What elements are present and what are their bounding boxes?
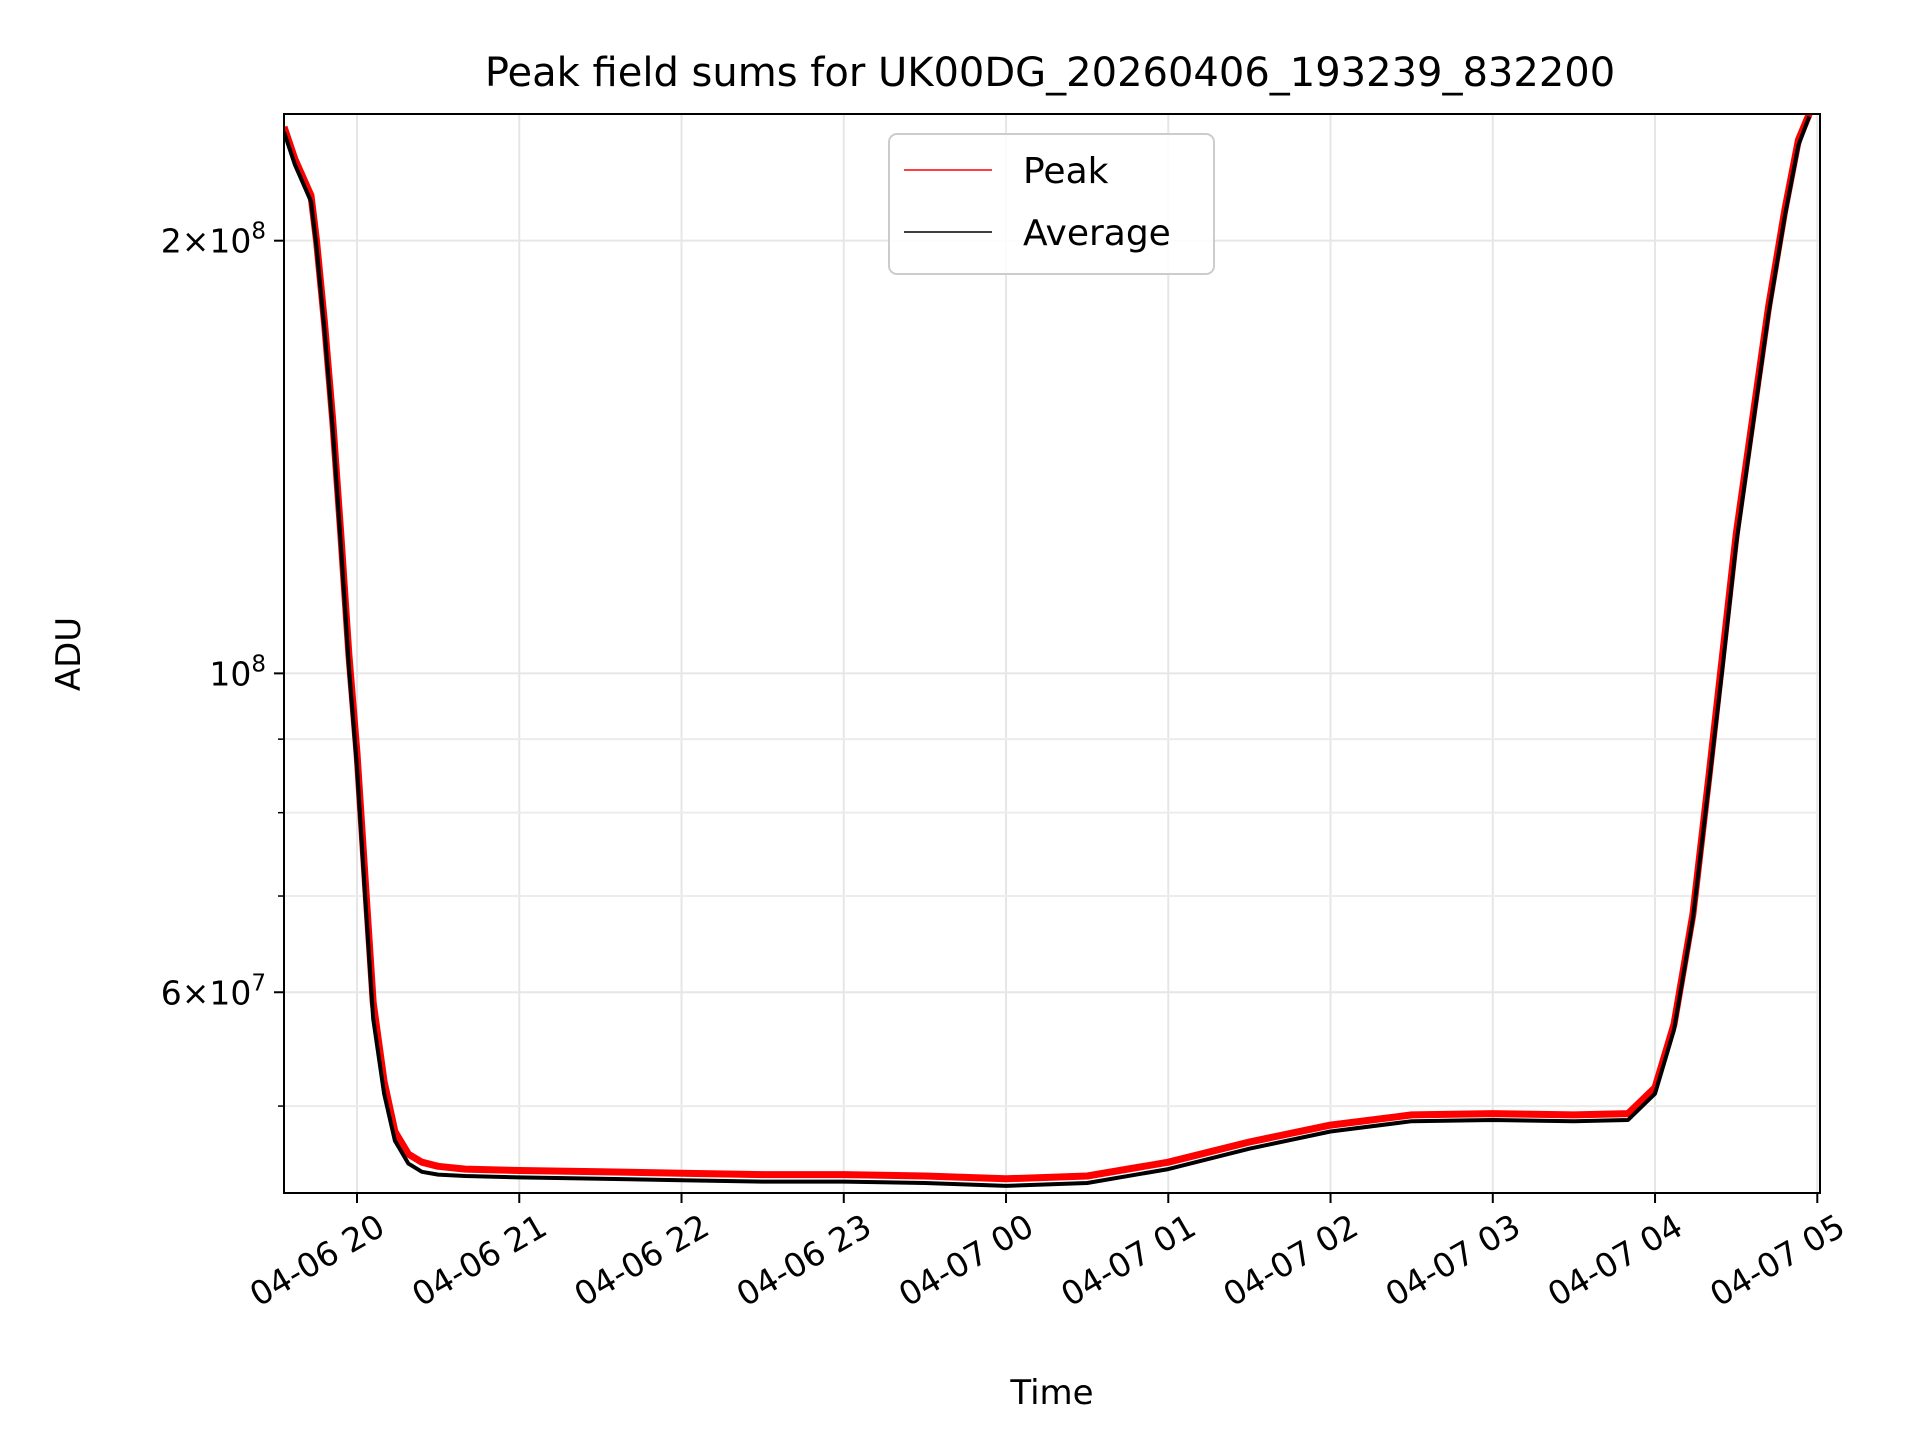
x-axis-label: Time (1009, 1373, 1093, 1413)
series-layer (284, 114, 1813, 1188)
plot-frame (283, 113, 1821, 1194)
y-tick-label: 6×107 (161, 970, 266, 1012)
y-axis-label: ADU (49, 617, 89, 691)
legend-box (888, 133, 1215, 275)
legend-label-peak: Peak (1023, 151, 1109, 192)
y-tick-label: 108 (209, 651, 266, 693)
legend-label-average: Average (1023, 213, 1171, 254)
y-axis: 2×108 108 6×107 (161, 219, 284, 1107)
y-tick-label: 2×108 (161, 219, 266, 261)
legend: Peak Average (888, 133, 1215, 275)
series-line-average (284, 115, 1812, 1188)
chart-title: Peak field sums for UK00DG_20260406_1932… (485, 50, 1615, 96)
